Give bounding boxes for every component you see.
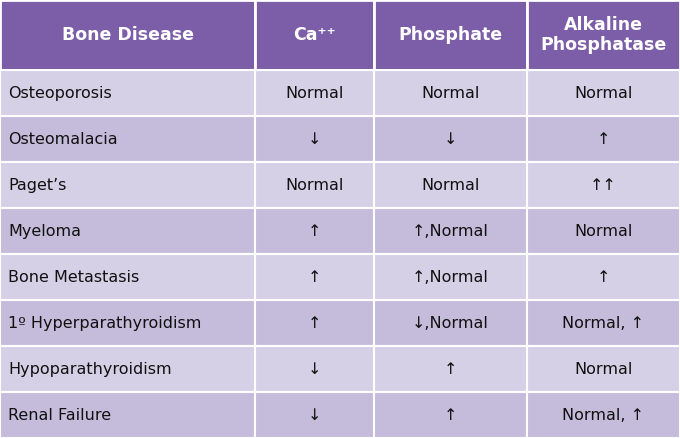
Bar: [255, 300, 374, 346]
Bar: [255, 346, 374, 392]
Bar: [374, 0, 527, 70]
Text: Ca⁺⁺: Ca⁺⁺: [293, 26, 336, 44]
Text: Osteoporosis: Osteoporosis: [8, 85, 112, 101]
Text: ↑↑: ↑↑: [590, 177, 617, 193]
Text: ↑: ↑: [597, 269, 610, 285]
Bar: [0, 392, 255, 438]
Text: Bone Metastasis: Bone Metastasis: [8, 269, 139, 285]
Bar: [0, 346, 255, 392]
Bar: [374, 300, 527, 346]
Text: ↑: ↑: [308, 223, 321, 239]
Text: Myeloma: Myeloma: [8, 223, 81, 239]
Bar: [374, 346, 527, 392]
Text: 1º Hyperparathyroidism: 1º Hyperparathyroidism: [8, 315, 201, 331]
Bar: [527, 208, 680, 254]
Text: Alkaline
Phosphatase: Alkaline Phosphatase: [541, 16, 666, 54]
Text: Bone Disease: Bone Disease: [61, 26, 194, 44]
Text: ↓,Normal: ↓,Normal: [412, 315, 489, 331]
Bar: [0, 70, 255, 116]
Text: Normal: Normal: [575, 223, 632, 239]
Text: ↓: ↓: [308, 131, 321, 147]
Bar: [255, 70, 374, 116]
Bar: [0, 254, 255, 300]
Bar: [374, 116, 527, 162]
Text: Normal: Normal: [422, 177, 479, 193]
Bar: [374, 70, 527, 116]
Text: Normal, ↑: Normal, ↑: [562, 407, 645, 423]
Bar: [255, 162, 374, 208]
Text: Normal: Normal: [575, 85, 632, 101]
Bar: [0, 208, 255, 254]
Text: Normal: Normal: [575, 361, 632, 377]
Text: Renal Failure: Renal Failure: [8, 407, 112, 423]
Bar: [0, 116, 255, 162]
Bar: [255, 116, 374, 162]
Text: ↑: ↑: [308, 269, 321, 285]
Bar: [0, 0, 255, 70]
Bar: [527, 116, 680, 162]
Text: Osteomalacia: Osteomalacia: [8, 131, 118, 147]
Bar: [527, 70, 680, 116]
Bar: [527, 254, 680, 300]
Text: ↑,Normal: ↑,Normal: [412, 223, 489, 239]
Text: Paget’s: Paget’s: [8, 177, 67, 193]
Text: ↑: ↑: [444, 407, 457, 423]
Text: Normal: Normal: [422, 85, 479, 101]
Text: ↑: ↑: [597, 131, 610, 147]
Bar: [527, 300, 680, 346]
Bar: [374, 254, 527, 300]
Text: ↑: ↑: [308, 315, 321, 331]
Text: ↓: ↓: [308, 407, 321, 423]
Text: ↑: ↑: [444, 361, 457, 377]
Text: Hypoparathyroidism: Hypoparathyroidism: [8, 361, 172, 377]
Text: Normal, ↑: Normal, ↑: [562, 315, 645, 331]
Bar: [0, 162, 255, 208]
Bar: [255, 208, 374, 254]
Bar: [527, 162, 680, 208]
Bar: [255, 392, 374, 438]
Bar: [0, 300, 255, 346]
Text: Normal: Normal: [286, 177, 343, 193]
Bar: [527, 346, 680, 392]
Bar: [374, 392, 527, 438]
Text: ↓: ↓: [444, 131, 457, 147]
Text: Phosphate: Phosphate: [398, 26, 503, 44]
Bar: [255, 0, 374, 70]
Text: ↓: ↓: [308, 361, 321, 377]
Bar: [374, 162, 527, 208]
Bar: [527, 392, 680, 438]
Bar: [374, 208, 527, 254]
Bar: [527, 0, 680, 70]
Bar: [255, 254, 374, 300]
Text: Normal: Normal: [286, 85, 343, 101]
Text: ↑,Normal: ↑,Normal: [412, 269, 489, 285]
